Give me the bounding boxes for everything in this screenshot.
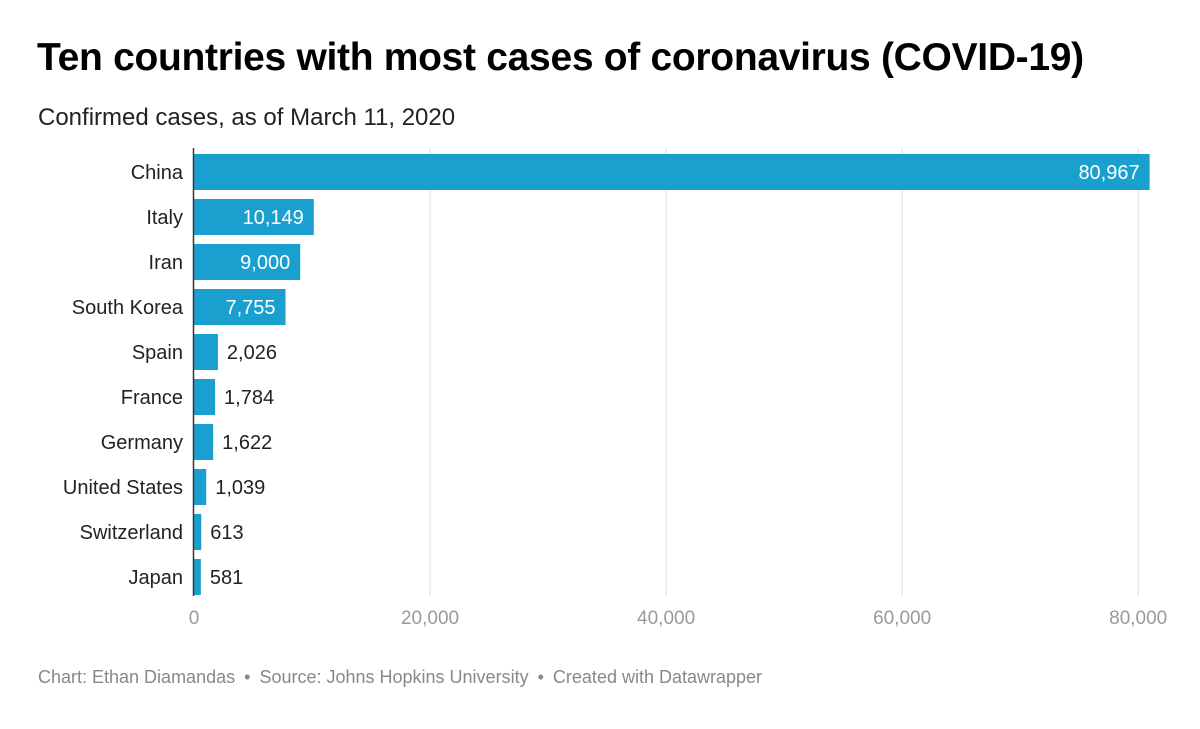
category-label: Japan xyxy=(129,567,184,589)
category-label: South Korea xyxy=(72,297,184,319)
value-label: 1,622 xyxy=(222,432,272,454)
x-tick-label: 80,000 xyxy=(1109,608,1167,629)
bar xyxy=(194,469,207,505)
bars xyxy=(194,154,1150,595)
category-labels: China Italy Iran South Korea Spain France Germ… xyxy=(63,162,184,589)
x-tick-label: 40,000 xyxy=(637,608,695,629)
value-label: 7,755 xyxy=(225,297,275,319)
category-label: Spain xyxy=(132,342,183,364)
chart-credit: Chart: Ethan Diamandas xyxy=(38,667,236,687)
footer-separator: • xyxy=(244,667,251,687)
value-label: 1,784 xyxy=(224,387,274,409)
category-label: Iran xyxy=(149,252,183,274)
bar xyxy=(194,424,214,460)
value-label: 581 xyxy=(210,567,243,589)
value-labels: 80,967 10,149 9,000 7,755 2,026 1,784 1,622 1,0… xyxy=(210,162,1140,589)
value-label: 2,026 xyxy=(227,342,277,364)
footer-separator: • xyxy=(537,667,544,687)
created-with: Created with Datawrapper xyxy=(552,667,763,687)
value-label: 9,000 xyxy=(240,252,290,274)
x-tick-label: 60,000 xyxy=(873,608,931,629)
bar xyxy=(194,154,1150,190)
category-label: Germany xyxy=(101,432,183,454)
chart-title: Ten countries with most cases of coronav… xyxy=(37,36,1084,79)
bar xyxy=(194,244,301,280)
bar xyxy=(194,514,202,550)
value-label: 613 xyxy=(210,522,243,544)
category-label: China xyxy=(131,162,184,184)
x-tick-label: 20,000 xyxy=(401,608,459,629)
bar xyxy=(194,379,216,415)
chart-subtitle: Confirmed cases, as of March 11, 2020 xyxy=(38,104,456,131)
x-tick-labels: 0 20,000 40,000 60,000 80,000 xyxy=(189,608,1168,629)
bar xyxy=(194,559,201,595)
chart-source: Source: Johns Hopkins University xyxy=(259,667,529,687)
category-label: United States xyxy=(63,477,183,499)
category-label: France xyxy=(121,387,183,409)
grid-lines xyxy=(429,148,1139,596)
value-label: 80,967 xyxy=(1078,162,1139,184)
bar xyxy=(194,289,286,325)
chart-footer: Chart: Ethan Diamandas • Source: Johns H… xyxy=(38,667,762,688)
category-label: Italy xyxy=(146,207,183,229)
bar xyxy=(194,199,314,235)
category-label: Switzerland xyxy=(80,522,183,544)
x-tick-label: 0 xyxy=(189,608,200,629)
value-label: 10,149 xyxy=(243,207,304,229)
bar xyxy=(194,334,218,370)
value-label: 1,039 xyxy=(215,477,265,499)
